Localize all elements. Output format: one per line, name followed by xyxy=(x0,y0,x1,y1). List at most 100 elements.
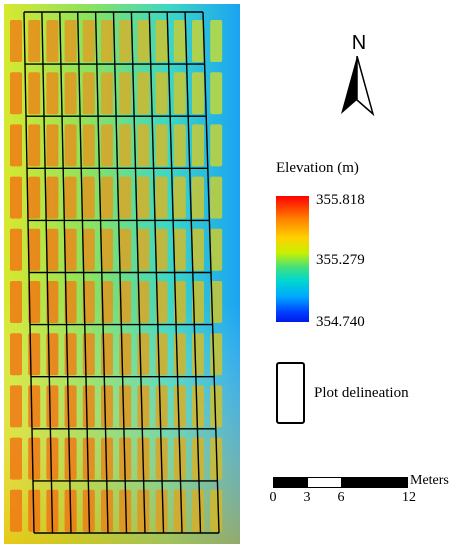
plant-patch xyxy=(101,228,113,271)
plant-patch xyxy=(155,228,168,271)
colorbar-max-label: 355.818 xyxy=(316,192,365,208)
plant-patch xyxy=(137,228,150,271)
colorbar-mid-label: 355.279 xyxy=(316,252,365,268)
plant-patch xyxy=(10,437,22,480)
plant-patch xyxy=(155,176,168,219)
plant-patch xyxy=(82,228,95,271)
plot-grid xyxy=(23,11,220,534)
plant-patch xyxy=(64,72,77,115)
plant-patch xyxy=(46,176,59,219)
plant-patch xyxy=(46,385,59,428)
plant-patch xyxy=(101,437,113,480)
plant-patch xyxy=(28,281,41,323)
plant-patch xyxy=(10,176,22,219)
plant-patch xyxy=(119,176,132,219)
scale-bar xyxy=(273,477,408,488)
plant-patch xyxy=(82,124,95,167)
plant-patch xyxy=(64,20,77,62)
plant-patch xyxy=(173,333,186,376)
north-arrow-icon xyxy=(341,56,375,117)
plant-patch xyxy=(28,385,41,428)
plant-patch xyxy=(28,72,41,115)
legend-title: Elevation (m) xyxy=(276,160,359,176)
plant-patch xyxy=(64,124,77,167)
plant-patch xyxy=(173,385,186,428)
scale-tick-label: 12 xyxy=(402,490,416,505)
scale-tick-label: 0 xyxy=(269,490,277,505)
plant-patch xyxy=(119,489,132,532)
plant-patch xyxy=(155,72,168,115)
plant-patch xyxy=(137,333,150,376)
plant-patch xyxy=(192,228,204,271)
plant-patch xyxy=(137,489,150,532)
plant-patch xyxy=(46,72,59,115)
plant-patch xyxy=(192,72,204,115)
plant-patch xyxy=(10,124,22,167)
plant-patch xyxy=(10,281,22,323)
plant-patch xyxy=(119,20,132,62)
plant-patch xyxy=(82,20,95,62)
plant-patch xyxy=(173,72,186,115)
plant-patch xyxy=(173,281,186,323)
elevation-colorbar xyxy=(276,196,309,322)
plant-patch xyxy=(119,228,132,271)
colorbar-min-label: 354.740 xyxy=(316,314,365,330)
plant-patch xyxy=(28,20,41,62)
plant-patch xyxy=(64,385,77,428)
plant-patch xyxy=(46,281,59,323)
plant-patch xyxy=(173,124,186,167)
plant-patch xyxy=(173,228,186,271)
plant-patch xyxy=(64,281,77,323)
plant-patch xyxy=(137,385,150,428)
plant-patch xyxy=(64,228,77,271)
plant-patch xyxy=(137,20,150,62)
plant-patch xyxy=(10,72,22,115)
plant-patch xyxy=(82,385,95,428)
plant-patch xyxy=(101,176,113,219)
plant-patch xyxy=(82,72,95,115)
plant-patch xyxy=(10,20,22,62)
plant-patch xyxy=(119,124,132,167)
plant-patch xyxy=(192,176,204,219)
plot-delineation-label: Plot delineation xyxy=(314,385,409,401)
plant-patch xyxy=(46,20,59,62)
plant-patch xyxy=(210,281,223,323)
plant-patch xyxy=(192,20,204,62)
plant-patch xyxy=(192,333,204,376)
plant-patch xyxy=(28,124,41,167)
plant-patch xyxy=(64,176,77,219)
plant-patch xyxy=(46,124,59,167)
plant-patch xyxy=(101,72,113,115)
plant-patch xyxy=(28,228,41,271)
plant-patch xyxy=(10,385,22,428)
plant-patch xyxy=(101,281,113,323)
plant-patch xyxy=(155,385,168,428)
plant-patch xyxy=(155,489,168,532)
plant-patch xyxy=(210,176,223,219)
plant-patch xyxy=(210,333,223,376)
scale-tick-label: 3 xyxy=(303,490,311,505)
plant-patch xyxy=(210,228,223,271)
plant-patch xyxy=(10,228,22,271)
plant-patch xyxy=(210,385,223,428)
plant-patch xyxy=(192,385,204,428)
plant-patch xyxy=(155,20,168,62)
scale-unit-label: Meters xyxy=(410,473,449,488)
plant-patch xyxy=(101,20,113,62)
plant-patch xyxy=(173,489,186,532)
plant-patch xyxy=(64,437,77,480)
plant-patch xyxy=(173,20,186,62)
plant-patch xyxy=(192,489,204,532)
plant-patch xyxy=(210,489,223,532)
plant-patch xyxy=(173,176,186,219)
north-label: N xyxy=(351,32,367,54)
plant-patch xyxy=(10,333,22,376)
plant-patch xyxy=(155,124,168,167)
plant-patch xyxy=(28,176,41,219)
plant-patch xyxy=(46,228,59,271)
plant-patch xyxy=(119,281,132,323)
plant-patch xyxy=(192,281,204,323)
scale-tick-label: 6 xyxy=(337,490,345,505)
plant-patch xyxy=(137,124,150,167)
